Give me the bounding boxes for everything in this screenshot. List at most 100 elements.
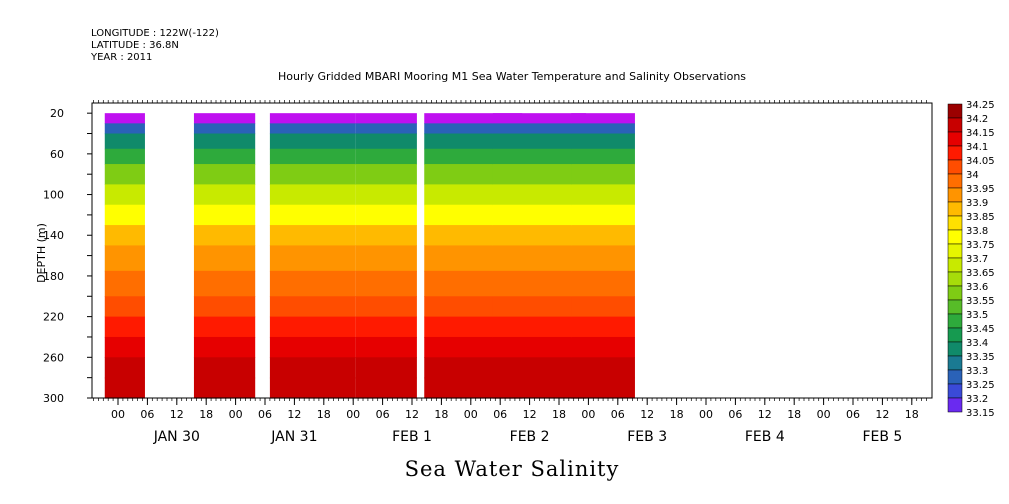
colorbar-swatch xyxy=(947,257,963,273)
colorbar-label: 34.15 xyxy=(966,128,995,139)
y-tick-label: 20 xyxy=(50,107,64,120)
salinity-band xyxy=(269,204,356,226)
y-tick-label: 300 xyxy=(43,392,64,405)
colorbar-swatch xyxy=(947,145,963,161)
salinity-band xyxy=(104,225,145,247)
salinity-band xyxy=(492,296,586,318)
colorbar-label: 33.2 xyxy=(966,394,988,405)
salinity-band xyxy=(355,316,417,338)
salinity-band xyxy=(104,296,145,318)
colorbar-label: 34.2 xyxy=(966,114,988,125)
colorbar-swatch xyxy=(947,131,963,147)
salinity-band xyxy=(355,123,417,135)
x-tick-label: 06 xyxy=(611,408,625,421)
salinity-band xyxy=(571,296,635,318)
salinity-band xyxy=(571,113,635,124)
salinity-band xyxy=(269,316,356,338)
colorbar-label: 34.1 xyxy=(966,142,988,153)
salinity-band xyxy=(269,184,356,206)
colorbar-label: 34.25 xyxy=(966,100,995,111)
x-tick-label: 12 xyxy=(875,408,889,421)
x-tick-label: 18 xyxy=(787,408,801,421)
salinity-band xyxy=(571,316,635,338)
x-tick-label: 06 xyxy=(258,408,272,421)
colorbar-swatch xyxy=(947,299,963,315)
salinity-band xyxy=(571,377,635,399)
salinity-band xyxy=(492,184,586,206)
salinity-band xyxy=(269,336,356,358)
x-day-label: JAN 30 xyxy=(153,429,200,445)
salinity-band xyxy=(104,148,145,165)
colorbar-swatch xyxy=(947,229,963,245)
salinity-band xyxy=(355,377,417,399)
chart-title: Hourly Gridded MBARI Mooring M1 Sea Wate… xyxy=(278,70,746,83)
longitude-label: LONGITUDE : 122W(-122) xyxy=(91,28,219,39)
salinity-band xyxy=(269,270,356,297)
colorbar-label: 33.75 xyxy=(966,240,995,251)
salinity-band xyxy=(492,123,586,135)
colorbar-label: 33.65 xyxy=(966,268,995,279)
salinity-band xyxy=(193,357,256,379)
y-tick-label: 100 xyxy=(43,189,64,202)
salinity-band xyxy=(492,336,586,358)
salinity-band xyxy=(269,296,356,318)
salinity-band xyxy=(571,357,635,379)
x-tick-label: 00 xyxy=(229,408,243,421)
x-tick-label: 00 xyxy=(581,408,595,421)
salinity-band xyxy=(355,164,417,185)
salinity-band xyxy=(571,148,635,165)
data-segment xyxy=(104,113,145,399)
salinity-band xyxy=(355,357,417,379)
x-tick-label: 18 xyxy=(199,408,213,421)
salinity-band xyxy=(104,133,145,150)
salinity-band xyxy=(269,357,356,379)
x-tick-label: 18 xyxy=(670,408,684,421)
y-tick-label: 180 xyxy=(43,270,64,283)
x-tick-label: 18 xyxy=(434,408,448,421)
data-segment xyxy=(571,113,635,399)
y-tick-label: 140 xyxy=(43,229,64,242)
x-tick-label: 18 xyxy=(317,408,331,421)
salinity-band xyxy=(269,245,356,272)
salinity-band xyxy=(355,336,417,358)
salinity-band xyxy=(104,245,145,272)
colorbar-swatch xyxy=(947,313,963,329)
salinity-band xyxy=(104,123,145,135)
salinity-band xyxy=(104,204,145,226)
colorbar-swatch xyxy=(947,103,963,119)
salinity-band xyxy=(269,148,356,165)
salinity-band xyxy=(193,270,256,297)
x-axis-label: Sea Water Salinity xyxy=(405,457,620,481)
colorbar-swatch xyxy=(947,173,963,189)
data-segment xyxy=(269,113,356,399)
salinity-band xyxy=(571,270,635,297)
y-axis-label: DEPTH (m) xyxy=(35,223,48,283)
colorbar-label: 33.95 xyxy=(966,184,995,195)
salinity-band xyxy=(269,133,356,150)
salinity-band xyxy=(104,377,145,399)
x-axis: 00 06 12 18 00 06 12 18 00 06 12 18 00 06 12 18 00 06 12 18… xyxy=(111,398,919,445)
x-tick-label: 06 xyxy=(376,408,390,421)
colorbar-label: 33.7 xyxy=(966,254,988,265)
salinity-band xyxy=(571,336,635,358)
colorbar-swatch xyxy=(947,187,963,203)
salinity-band xyxy=(355,184,417,206)
y-tick-label: 220 xyxy=(43,311,64,324)
colorbar-swatch xyxy=(947,159,963,175)
salinity-band xyxy=(571,133,635,150)
x-day-label: FEB 4 xyxy=(745,429,785,445)
salinity-band xyxy=(269,113,356,124)
x-tick-label: 00 xyxy=(817,408,831,421)
x-tick-label: 00 xyxy=(111,408,125,421)
x-day-label: FEB 2 xyxy=(510,429,550,445)
colorbar-label: 33.85 xyxy=(966,212,995,223)
salinity-band xyxy=(104,164,145,185)
x-tick-label: 06 xyxy=(493,408,507,421)
salinity-band xyxy=(571,204,635,226)
colorbar-swatch xyxy=(947,383,963,399)
salinity-band xyxy=(104,316,145,338)
salinity-band xyxy=(193,245,256,272)
x-tick-label: 00 xyxy=(699,408,713,421)
salinity-band xyxy=(492,357,586,379)
